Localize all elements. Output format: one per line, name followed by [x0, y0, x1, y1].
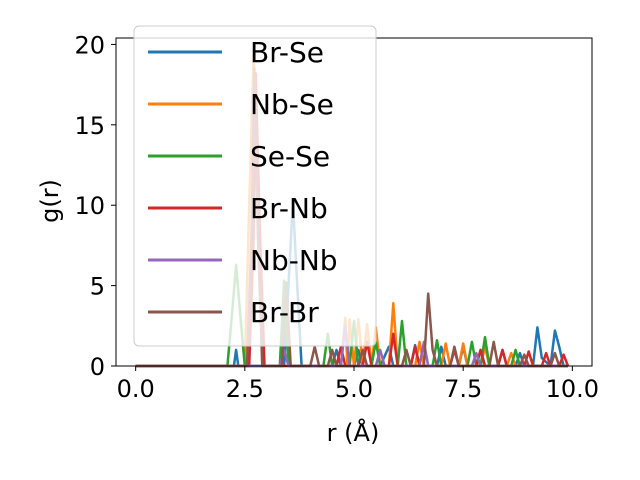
x-axis-label: r (Å): [327, 418, 380, 447]
y-tick-label: 20: [74, 31, 105, 59]
x-tick-label: 10.0: [546, 375, 599, 403]
x-tick-label: 5.0: [335, 375, 373, 403]
y-tick-label: 5: [90, 273, 105, 301]
y-tick-label: 10: [74, 192, 105, 220]
legend-label-nb-se: Nb-Se: [250, 88, 334, 121]
y-tick-label: 0: [90, 353, 105, 381]
legend-label-br-nb: Br-Nb: [250, 192, 328, 225]
x-tick-label: 7.5: [444, 375, 482, 403]
x-tick-label: 2.5: [226, 375, 264, 403]
y-axis-label: g(r): [36, 179, 64, 223]
x-axis: 0.0 2.5 5.0 7.5 10.0: [117, 366, 599, 403]
legend-label-se-se: Se-Se: [250, 140, 330, 173]
legend-box: [133, 25, 377, 347]
legend-label-br-se: Br-Se: [250, 36, 324, 69]
series-line-nb-nb: [135, 324, 568, 368]
y-axis: 0 5 10 15 20: [74, 31, 116, 381]
x-tick-label: 0.0: [117, 375, 155, 403]
legend-label-nb-nb: Nb-Nb: [250, 244, 338, 277]
legend-label-br-br: Br-Br: [250, 296, 319, 329]
y-tick-label: 15: [74, 112, 105, 140]
legend: Br-Se Nb-Se Se-Se Br-Nb Nb-Nb Br-Br: [133, 25, 377, 347]
